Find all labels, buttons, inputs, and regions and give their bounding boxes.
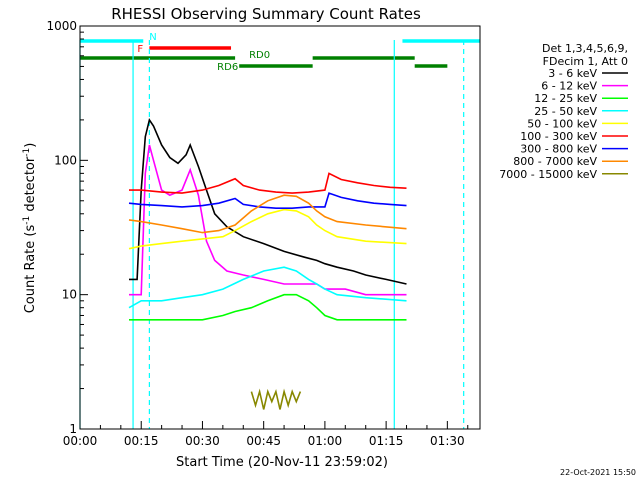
legend-header-line-2: FDecim 1, Att 0 bbox=[543, 55, 628, 68]
flag-label-f: F bbox=[137, 44, 143, 55]
legend-label-300-800-kev: 300 - 800 keV bbox=[520, 143, 597, 156]
x-tick-label: 01:15 bbox=[369, 434, 404, 448]
y-tick-label: 100 bbox=[54, 153, 77, 167]
series-line-6-12-kev bbox=[129, 144, 407, 296]
x-tick-label: 01:00 bbox=[308, 434, 343, 448]
x-tick-label: 00:45 bbox=[246, 434, 281, 448]
flag-label-rd0: RD0 bbox=[249, 50, 270, 61]
legend-label-3-6-kev: 3 - 6 keV bbox=[548, 67, 597, 80]
flag-bars: NF RD0 RD6 bbox=[80, 32, 480, 73]
series-line-7000-15000-kev bbox=[250, 388, 302, 410]
legend-label-12-25-kev: 12 - 25 keV bbox=[534, 92, 597, 105]
series-line-100-300-kev bbox=[129, 172, 407, 194]
vertical-markers bbox=[79, 40, 465, 429]
series-line-800-7000-kev bbox=[128, 194, 407, 234]
legend-label-800-7000-kev: 800 - 7000 keV bbox=[513, 155, 597, 168]
series-line-3-6-kev bbox=[129, 117, 407, 285]
series-line-300-800-kev bbox=[128, 192, 407, 209]
legend: Det 1,3,4,5,6,9, FDecim 1, Att 0 3 - 6 k… bbox=[499, 42, 628, 181]
legend-label-50-100-kev: 50 - 100 keV bbox=[527, 117, 597, 130]
legend-label-100-300-kev: 100 - 300 keV bbox=[520, 130, 597, 143]
y-axis-ticks: 1 10 100 1000 bbox=[46, 19, 88, 436]
x-axis-ticks: 00:00 00:15 00:30 00:45 01:00 01:15 01:30 bbox=[63, 421, 469, 448]
series-line-50-100-kev bbox=[128, 208, 407, 250]
series-lines bbox=[128, 117, 407, 410]
x-axis-label: Start Time (20-Nov-11 23:59:02) bbox=[176, 455, 388, 470]
series-line-25-50-kev bbox=[128, 266, 407, 309]
y-tick-label: 1000 bbox=[46, 19, 77, 33]
legend-label-6-12-kev: 6 - 12 keV bbox=[541, 80, 597, 93]
y-tick-label: 1 bbox=[69, 422, 77, 436]
flag-label-rd6: RD6 bbox=[217, 62, 238, 73]
legend-label-25-50-kev: 25 - 50 keV bbox=[534, 105, 597, 118]
legend-label-7000-15000-kev: 7000 - 15000 keV bbox=[499, 168, 597, 181]
x-tick-label: 01:30 bbox=[430, 434, 465, 448]
footer-timestamp: 22-Oct-2021 15:50 bbox=[560, 468, 636, 477]
x-tick-label: 00:00 bbox=[63, 434, 98, 448]
flag-label-n: N bbox=[149, 32, 156, 43]
y-axis-label: Count Rate (s-1 detector-1) bbox=[22, 143, 38, 314]
chart-title: RHESSI Observing Summary Count Rates bbox=[111, 5, 421, 23]
x-tick-label: 00:15 bbox=[124, 434, 159, 448]
series-line-12-25-kev bbox=[129, 293, 407, 321]
legend-header-line-1: Det 1,3,4,5,6,9, bbox=[542, 42, 628, 55]
plot-frame bbox=[79, 25, 481, 430]
x-tick-label: 00:30 bbox=[185, 434, 220, 448]
y-tick-label: 10 bbox=[62, 288, 77, 302]
